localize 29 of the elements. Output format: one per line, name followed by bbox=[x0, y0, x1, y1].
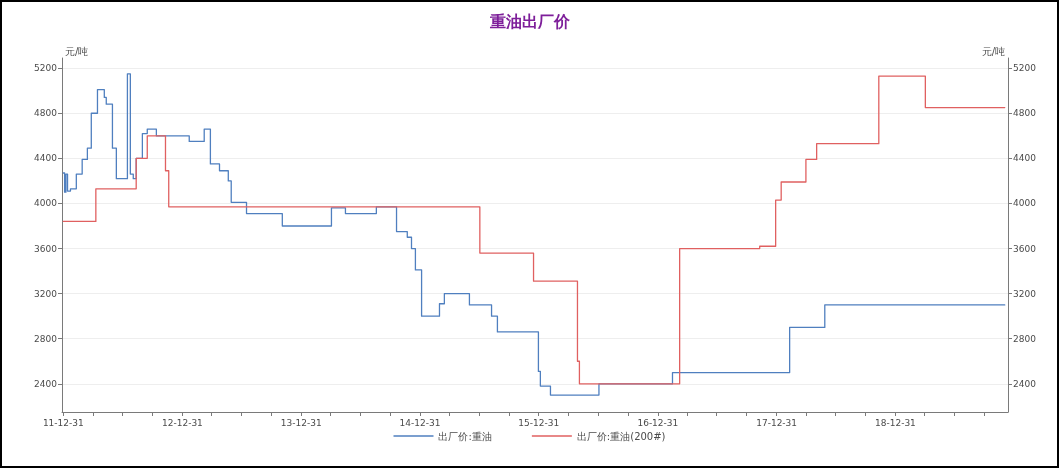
legend-label: 出厂价:重油(200#) bbox=[576, 430, 666, 442]
y2-tick-label: 4000 bbox=[1013, 198, 1037, 209]
y-tick-label: 4000 bbox=[34, 198, 58, 209]
y2-tick-label: 4800 bbox=[1013, 108, 1037, 119]
y-tick-label: 3600 bbox=[34, 243, 58, 254]
x-tick-label: 18-12-31 bbox=[874, 417, 916, 428]
chart-title: 重油出厂价 bbox=[488, 11, 571, 31]
y-tick-label: 2800 bbox=[34, 333, 58, 344]
y2-tick-label: 4400 bbox=[1013, 153, 1037, 164]
y2-tick-label: 5200 bbox=[1013, 63, 1037, 74]
x-tick-label: 13-12-31 bbox=[280, 417, 322, 428]
y2-tick-label: 3200 bbox=[1013, 288, 1037, 299]
x-tick-label: 11-12-31 bbox=[42, 417, 84, 428]
x-tick-label: 14-12-31 bbox=[399, 417, 441, 428]
y-tick-label: 5200 bbox=[34, 63, 58, 74]
y-tick-label: 4800 bbox=[34, 108, 58, 119]
y2-axis-title: 元/吨 bbox=[981, 45, 1005, 57]
x-tick-label: 12-12-31 bbox=[161, 417, 203, 428]
y2-tick-label: 2400 bbox=[1013, 378, 1037, 389]
legend-label: 出厂价:重油 bbox=[438, 430, 492, 442]
y2-tick-label: 2800 bbox=[1013, 333, 1037, 344]
x-tick-label: 16-12-31 bbox=[637, 417, 679, 428]
y-tick-label: 2400 bbox=[34, 378, 58, 389]
y-axis-title: 元/吨 bbox=[65, 45, 89, 57]
y-tick-label: 4400 bbox=[34, 153, 58, 164]
y2-tick-label: 3600 bbox=[1013, 243, 1037, 254]
x-tick-label: 17-12-31 bbox=[756, 417, 798, 428]
x-tick-label: 15-12-31 bbox=[518, 417, 560, 428]
y-tick-label: 3200 bbox=[34, 288, 58, 299]
